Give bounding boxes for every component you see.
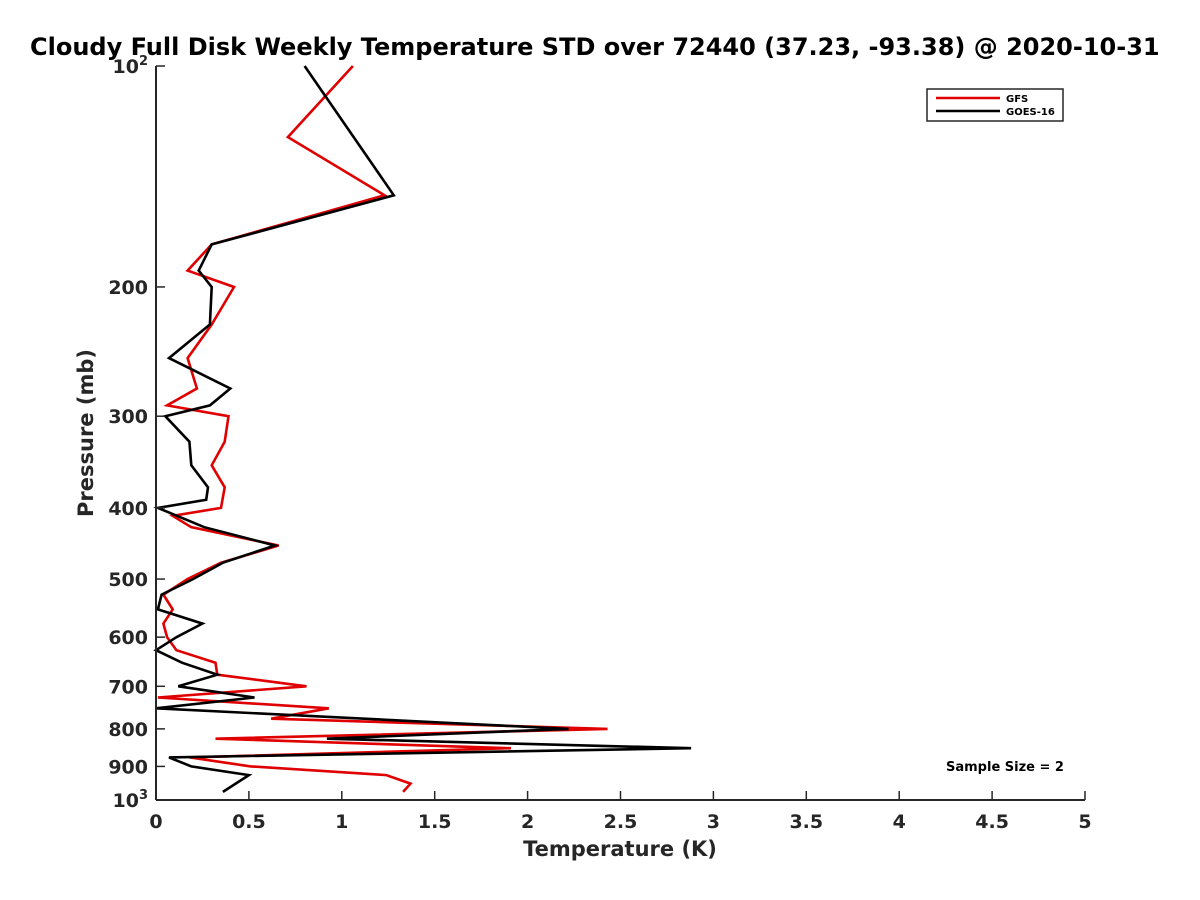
y-axis-label: Pressure (mb) <box>74 349 98 517</box>
x-tick-label: 3 <box>707 811 720 833</box>
x-tick-label: 4 <box>893 811 906 833</box>
x-axis-label: Temperature (K) <box>523 837 717 861</box>
x-tick-label: 1.5 <box>418 811 452 833</box>
x-tick-label: 2 <box>521 811 534 833</box>
series-line-goes16 <box>153 65 692 793</box>
x-axis-ticks: 0 0.5 1 1.5 2 2.5 3 3.5 4 4.5 5 <box>149 791 1092 833</box>
y-tick-label: 102 <box>113 54 149 78</box>
x-tick-label: 5 <box>1078 811 1091 833</box>
chart-title: Cloudy Full Disk Weekly Temperature STD … <box>30 33 1160 61</box>
legend-label-goes16: GOES-16 <box>1006 107 1055 118</box>
x-tick-label: 2.5 <box>604 811 638 833</box>
series-layer <box>153 65 692 793</box>
y-tick-label: 200 <box>108 277 148 299</box>
y-tick-label: 103 <box>113 788 149 812</box>
x-tick-label: 0 <box>149 811 162 833</box>
x-tick-label: 3.5 <box>789 811 823 833</box>
y-tick-label: 400 <box>108 498 148 520</box>
y-tick-label: 500 <box>108 569 148 591</box>
plot-area: 0 0.5 1 1.5 2 2.5 3 3.5 4 4.5 5 102 200 300 400 500 600… <box>108 54 1091 833</box>
x-tick-label: 1 <box>335 811 348 833</box>
y-tick-label: 300 <box>108 406 148 428</box>
y-tick-label: 600 <box>108 627 148 649</box>
y-axis-ticks: 102 200 300 400 500 600 700 800 900 103 <box>108 54 165 812</box>
sample-size-annotation: Sample Size = 2 <box>946 760 1064 775</box>
legend-box <box>926 88 1064 122</box>
legend: GFS GOES-16 <box>926 88 1064 122</box>
y-tick-label: 700 <box>108 676 148 698</box>
x-tick-label: 4.5 <box>975 811 1009 833</box>
y-tick-label: 900 <box>108 756 148 778</box>
x-tick-label: 0.5 <box>232 811 266 833</box>
legend-label-gfs: GFS <box>1006 94 1028 105</box>
y-tick-label: 800 <box>108 719 148 741</box>
series-line-gfs <box>157 65 608 793</box>
